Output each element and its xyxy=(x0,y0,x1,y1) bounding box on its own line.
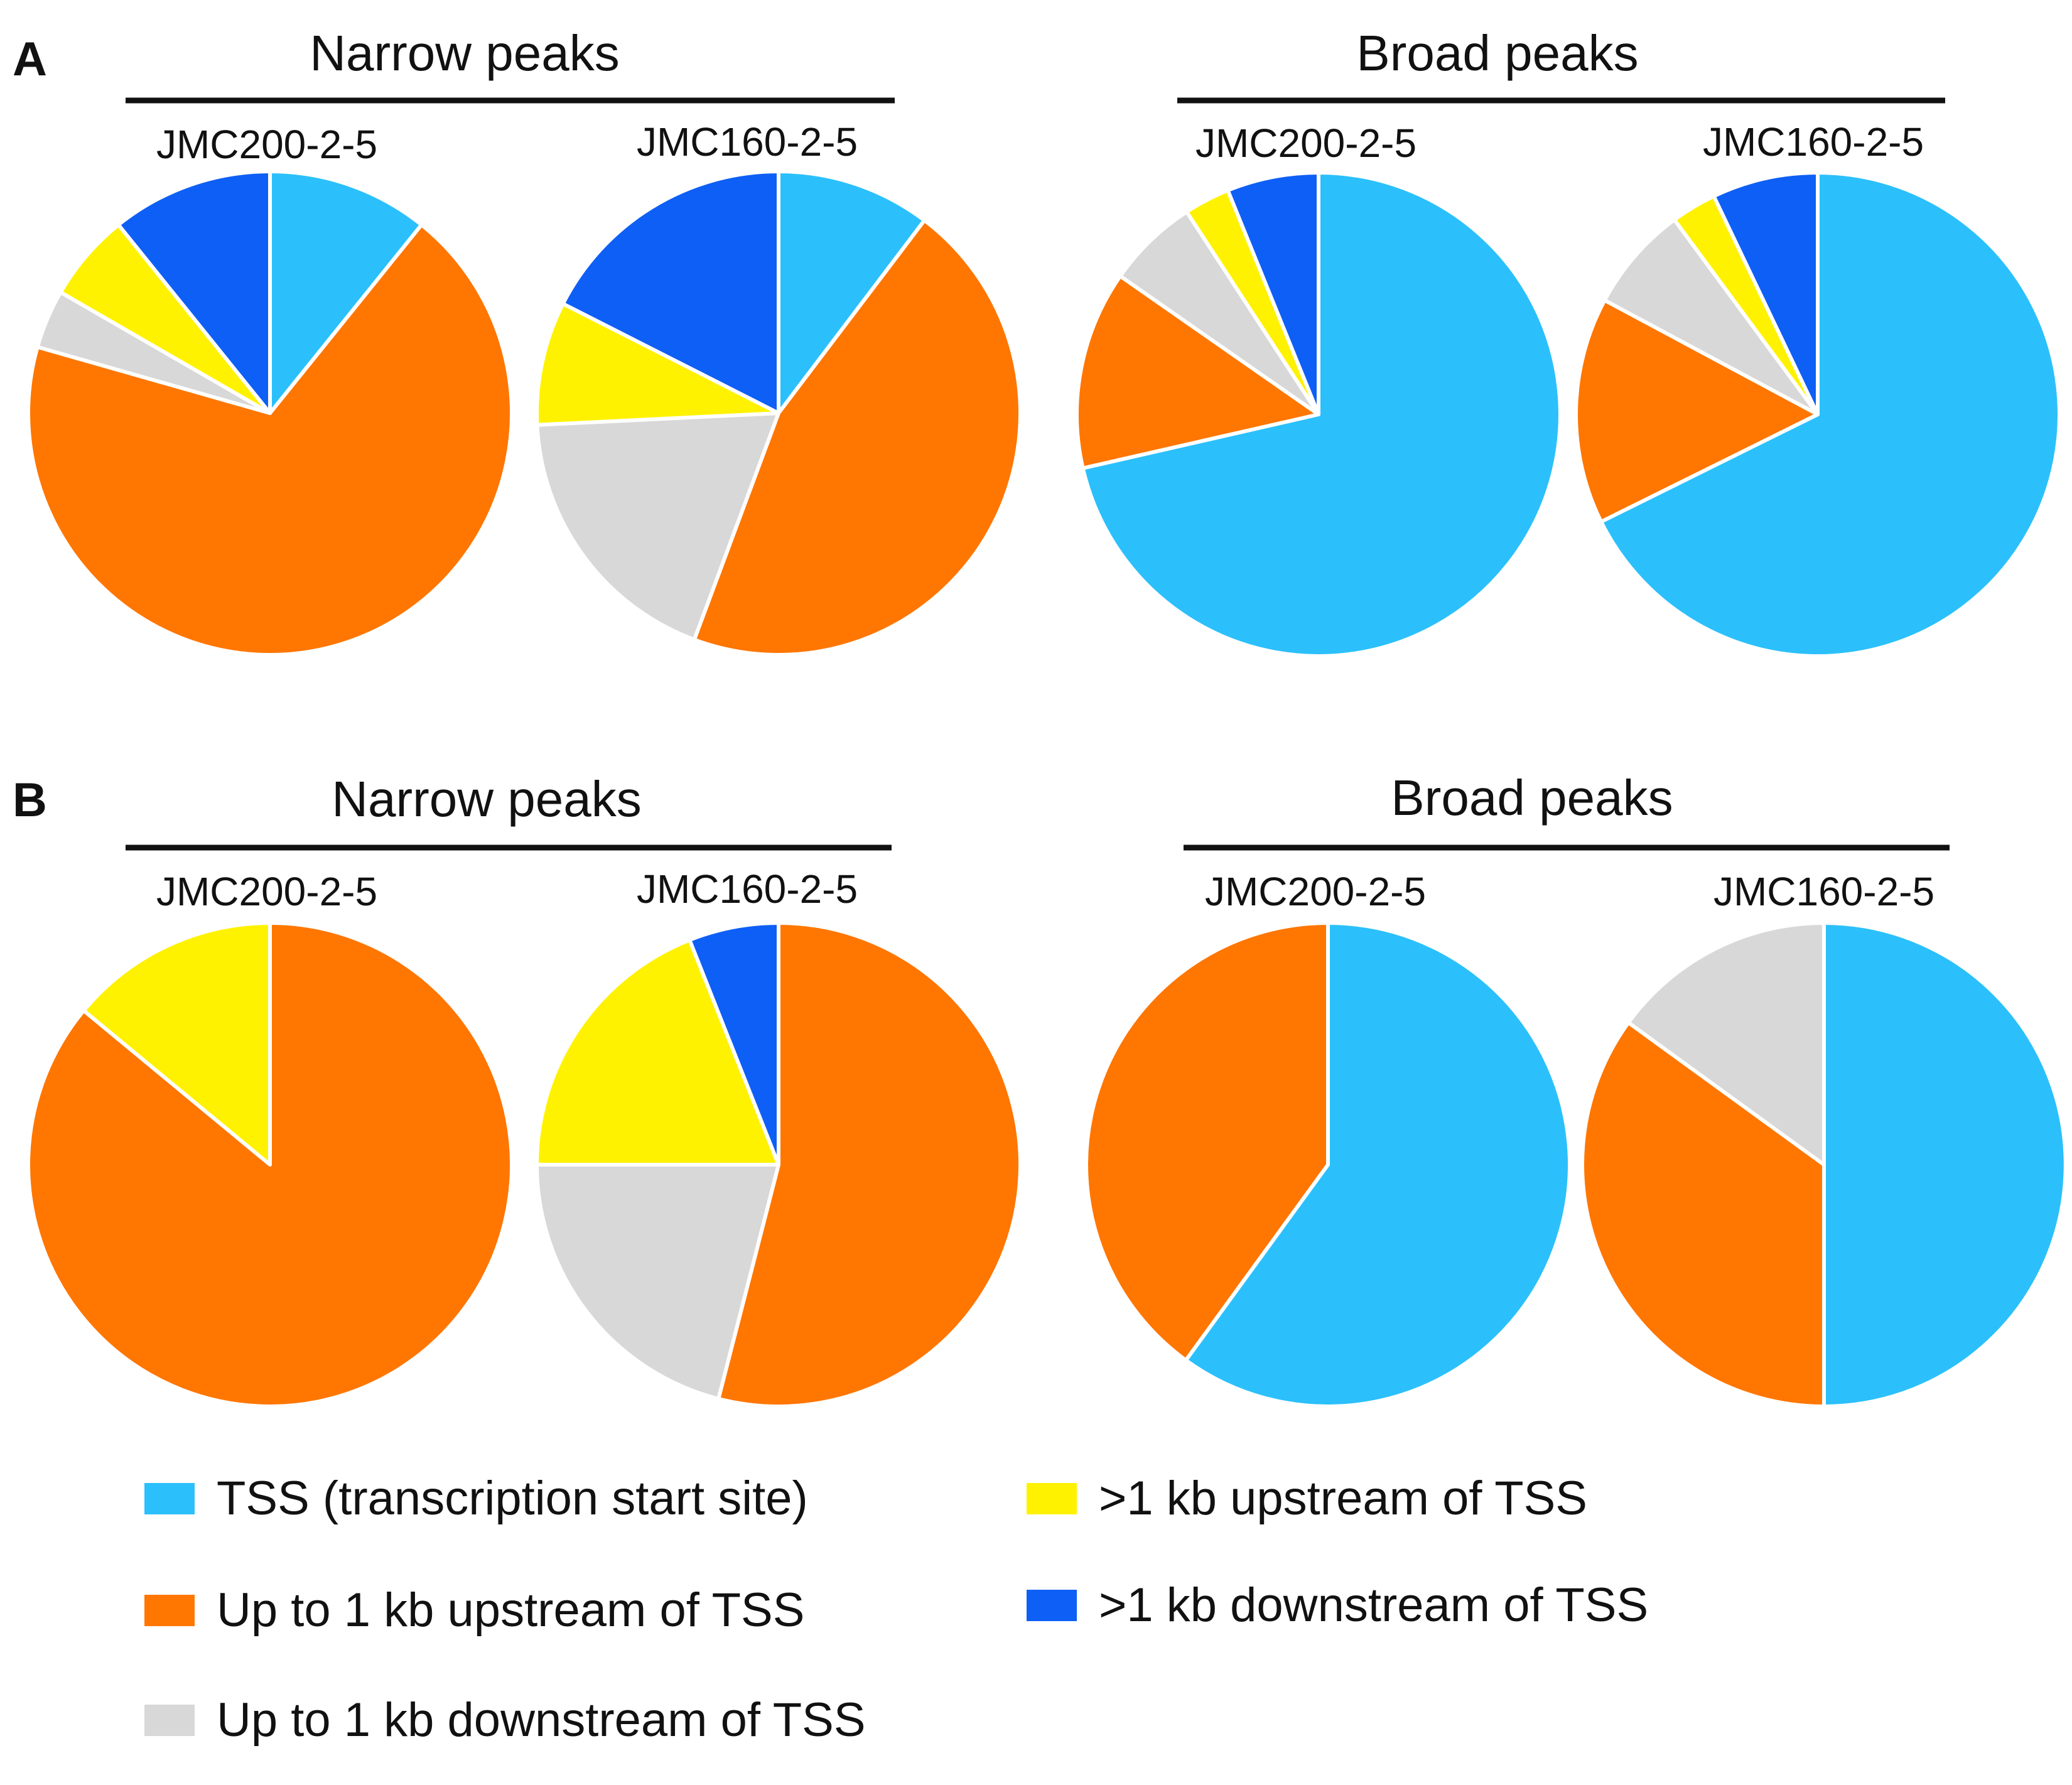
legend-item-up-short: Up to 1 kb upstream of TSS xyxy=(144,1583,804,1637)
sample-label: JMC200-2-5 xyxy=(1195,121,1416,166)
pie-slice-down-long xyxy=(1226,171,1320,416)
legend-label: Up to 1 kb downstream of TSS xyxy=(217,1693,866,1747)
pie-slice-up-short xyxy=(1574,298,1820,524)
sample-label: JMC200-2-5 xyxy=(156,122,377,167)
pie-slice-down-short xyxy=(535,411,780,642)
pie-slice-up-long xyxy=(82,921,272,1167)
pie-chart xyxy=(26,921,514,1408)
group-a-narrow: Narrow peaks JMC200-2-5 JMC160-2-5 xyxy=(26,25,1023,657)
pie-slice-up-short xyxy=(1580,1020,1826,1408)
sample-label: JMC160-2-5 xyxy=(637,119,858,164)
legend-item-down-short: Up to 1 kb downstream of TSS xyxy=(144,1693,866,1747)
pie-chart xyxy=(26,170,514,657)
group-a-broad: Broad peaks JMC200-2-5 JMC160-2-5 xyxy=(1075,25,2061,658)
legend-item-down-long: >1 kb downstream of TSS xyxy=(1027,1578,1648,1632)
pie-slice-tss xyxy=(1184,921,1572,1408)
sample-label: JMC200-2-5 xyxy=(1205,869,1426,914)
sample-label: JMC160-2-5 xyxy=(637,866,858,912)
pie-chart xyxy=(1580,921,2068,1408)
panel-letter-b: B xyxy=(13,774,47,827)
legend-label: Up to 1 kb upstream of TSS xyxy=(217,1583,804,1637)
pie-slice-tss xyxy=(1081,171,1562,658)
legend-swatch xyxy=(1027,1483,1077,1514)
pie-slice-down-long xyxy=(561,170,780,415)
panel-letter-a: A xyxy=(13,33,47,86)
pie-slice-up-short xyxy=(26,223,514,657)
legend-swatch xyxy=(1027,1590,1077,1621)
pie-chart xyxy=(1574,171,2061,658)
group-title: Narrow peaks xyxy=(332,771,642,827)
pie-chart xyxy=(1084,921,1572,1408)
sample-label: JMC160-2-5 xyxy=(1703,119,1924,164)
pie-slice-tss xyxy=(1599,171,2061,658)
pie-chart xyxy=(535,921,1023,1408)
pie-slice-tss xyxy=(1822,921,2068,1408)
pie-slice-down-long xyxy=(1712,171,1820,416)
pie-slice-tss xyxy=(777,170,927,415)
group-b-narrow: Narrow peaks JMC200-2-5 JMC160-2-5 xyxy=(26,771,1023,1408)
pie-slice-up-long xyxy=(535,301,780,427)
sample-label: JMC160-2-5 xyxy=(1713,869,1934,914)
legend-label: >1 kb downstream of TSS xyxy=(1099,1578,1648,1632)
pie-slice-down-short xyxy=(1626,921,1826,1167)
group-title: Broad peaks xyxy=(1356,25,1638,81)
pie-slice-up-short xyxy=(716,921,1023,1408)
pie-slice-down-short xyxy=(535,1163,780,1401)
pie-slice-tss xyxy=(268,170,424,415)
pie-slice-down-short xyxy=(1118,210,1320,416)
legend-label: TSS (transcription start site) xyxy=(217,1472,808,1525)
pie-slice-up-short xyxy=(1084,921,1330,1362)
legend-swatch xyxy=(144,1595,195,1626)
pie-chart xyxy=(535,170,1023,657)
group-b-broad: Broad peaks JMC200-2-5 JMC160-2-5 xyxy=(1084,770,2068,1408)
pie-chart xyxy=(1075,171,1562,658)
legend-swatch xyxy=(144,1483,195,1514)
pie-slice-down-long xyxy=(688,921,780,1167)
panel-b: B Narrow peaks JMC200-2-5 JMC160-2-5 Bro… xyxy=(13,770,2068,1408)
pie-slice-up-long xyxy=(535,938,780,1167)
legend-item-tss: TSS (transcription start site) xyxy=(144,1472,808,1525)
pie-slice-up-short xyxy=(692,218,1023,657)
pie-slice-up-short xyxy=(1075,274,1320,470)
group-title: Broad peaks xyxy=(1391,770,1673,826)
panel-a: A Narrow peaks JMC200-2-5 JMC160-2-5 Bro… xyxy=(13,25,2061,658)
legend-label: >1 kb upstream of TSS xyxy=(1099,1472,1587,1525)
legend-item-up-long: >1 kb upstream of TSS xyxy=(1027,1472,1587,1525)
pie-slice-down-long xyxy=(116,170,272,415)
legend: TSS (transcription start site) >1 kb ups… xyxy=(144,1472,1648,1747)
pie-slice-down-short xyxy=(1602,217,1820,416)
legend-swatch xyxy=(144,1705,195,1736)
sample-label: JMC200-2-5 xyxy=(156,869,377,914)
group-title: Narrow peaks xyxy=(310,25,620,81)
